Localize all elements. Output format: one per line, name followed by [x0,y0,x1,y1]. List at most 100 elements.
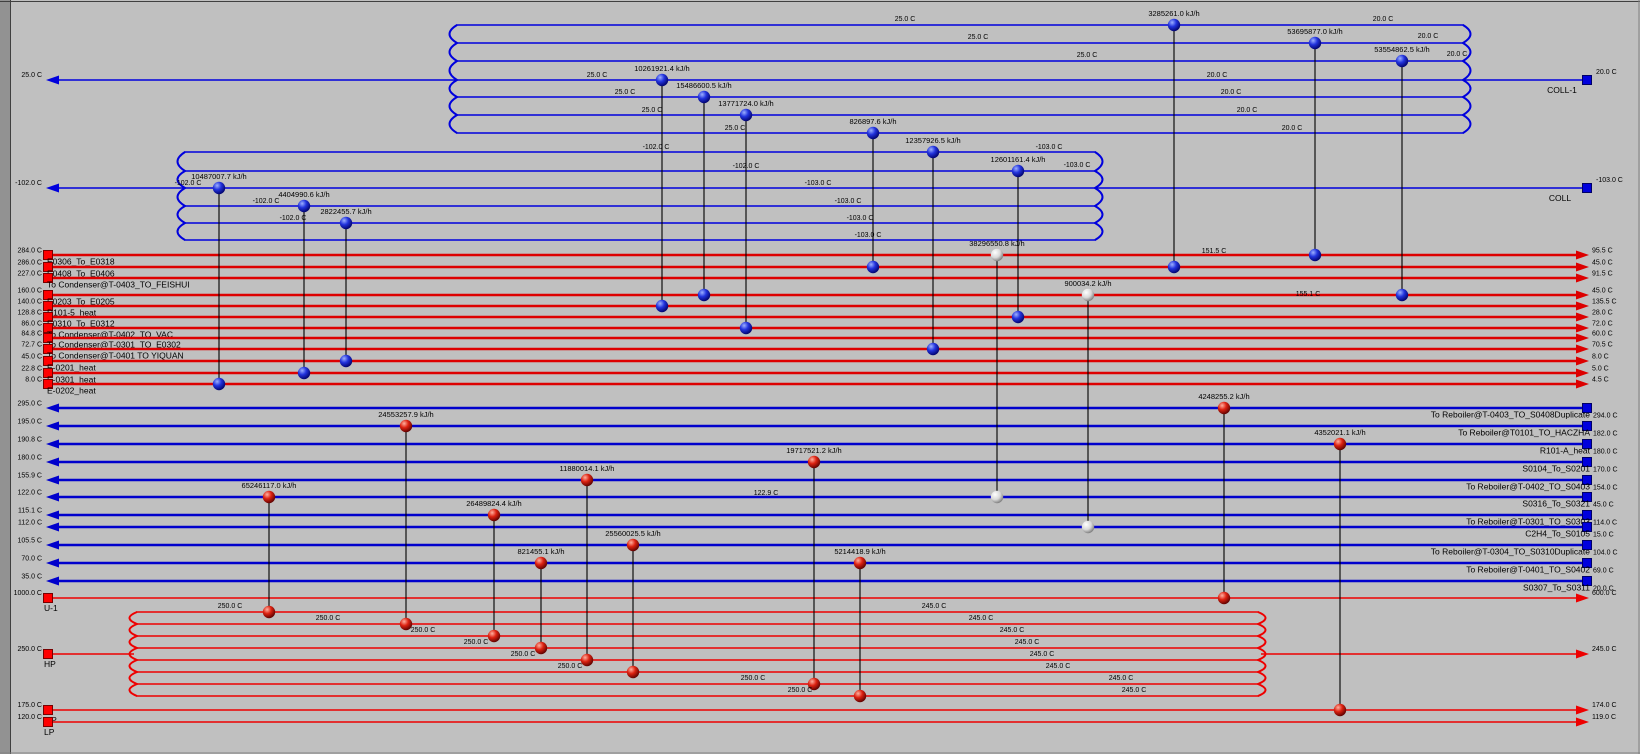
exchanger-node[interactable] [1011,164,1025,178]
hot-stream-label[interactable]: To Condenser@T-0402_TO_VAC [47,330,173,340]
exchanger-node[interactable] [926,145,940,159]
hot-stream-label[interactable]: E0203_To_E0205 [47,297,115,307]
exchanger-node[interactable] [580,653,594,667]
stream-end-node[interactable] [1582,492,1592,502]
exchanger-node[interactable] [339,354,353,368]
exchanger-node[interactable] [697,90,711,104]
cold-stream-label[interactable]: To Reboiler@T-0403_TO_S0408Duplicate [1431,410,1590,420]
stream-end-node[interactable] [43,250,53,260]
exchanger-node[interactable] [534,556,548,570]
stream-end-node[interactable] [1582,421,1592,431]
stream-end-node[interactable] [43,273,53,283]
cold-stream-label[interactable]: S0104_To_S0201 [1522,464,1590,474]
exchanger-node[interactable] [487,629,501,643]
stream-end-node[interactable] [43,593,53,603]
exchanger-node[interactable] [1308,248,1322,262]
stream-end-node[interactable] [1582,475,1592,485]
exchanger-node[interactable] [580,473,594,487]
stream-end-node[interactable] [1582,183,1592,193]
stream-end-node[interactable] [43,356,53,366]
hot-stream-label[interactable]: E-0202_heat [47,386,96,396]
exchanger-node[interactable] [626,665,640,679]
stream-end-node[interactable] [43,333,53,343]
hot-stream-label[interactable]: R101-5_heat [47,308,97,318]
exchanger-node[interactable] [1011,310,1025,324]
exchanger-node[interactable] [339,216,353,230]
exchanger-node[interactable] [655,299,669,313]
exchanger-node[interactable] [697,288,711,302]
exchanger-node[interactable] [866,260,880,274]
cold-stream-label[interactable]: To Reboiler@T-0402_TO_S0403 [1466,482,1590,492]
hot-stream-label[interactable]: E-0301_heat [47,375,96,385]
stream-end-node[interactable] [1582,558,1592,568]
exchanger-node[interactable] [399,617,413,631]
exchanger-node[interactable] [1167,18,1181,32]
exchanger-node[interactable] [807,677,821,691]
stream-end-node[interactable] [43,705,53,715]
cold-stream-label[interactable]: S0307_To_S0311 [1523,583,1590,593]
stream-end-node[interactable] [1582,576,1592,586]
stream-end-node[interactable] [1582,75,1592,85]
exchanger-node[interactable] [262,490,276,504]
hot-stream-label[interactable]: E-0201_heat [47,363,96,373]
hot-stream-label[interactable]: E0310_To_E0312 [47,319,115,329]
exchanger-node[interactable] [1333,703,1347,717]
hot-stream-label[interactable]: E0306_To_E0318 [47,257,115,267]
exchanger-node[interactable] [626,538,640,552]
stream-end-node[interactable] [1582,403,1592,413]
stream-end-node[interactable] [1582,457,1592,467]
exchanger-node[interactable] [1395,54,1409,68]
exchanger-node[interactable] [990,248,1004,262]
hot-stream-label[interactable]: To Condenser@T-0401 TO YIQUAN [47,351,184,361]
exchanger-node[interactable] [926,342,940,356]
utility-label-lp[interactable]: LP [44,727,55,737]
exchanger-node[interactable] [739,108,753,122]
exchanger-node[interactable] [212,377,226,391]
collector-label-coll[interactable]: COLL [1549,193,1571,203]
stream-end-node[interactable] [43,368,53,378]
exchanger-node[interactable] [212,181,226,195]
stream-end-node[interactable] [43,344,53,354]
exchanger-node[interactable] [297,199,311,213]
stream-end-node[interactable] [43,312,53,322]
exchanger-node[interactable] [487,508,501,522]
collector-label-coll-1[interactable]: COLL-1 [1547,85,1577,95]
stream-end-node[interactable] [43,290,53,300]
stream-end-node[interactable] [43,379,53,389]
hot-stream-label[interactable]: To Condenser@T-0301_TO_E0302 [47,340,181,350]
stream-end-node[interactable] [1582,540,1592,550]
hot-stream-label[interactable]: To Condenser@T-0403_TO_FEISHUI [47,280,190,290]
stream-end-node[interactable] [43,717,53,727]
cold-stream-label[interactable]: S0316_To_S0321 [1522,499,1590,509]
exchanger-node[interactable] [1217,591,1231,605]
cold-stream-label[interactable]: To Reboiler@T-0301_TO_S0303 [1466,517,1590,527]
exchanger-node[interactable] [853,689,867,703]
exchanger-node[interactable] [1395,288,1409,302]
exchanger-node[interactable] [853,556,867,570]
exchanger-node[interactable] [1217,401,1231,415]
exchanger-node[interactable] [399,419,413,433]
cold-stream-label[interactable]: To Reboiler@T-0401_TO_S0402 [1466,565,1590,575]
exchanger-node[interactable] [655,73,669,87]
cold-stream-label[interactable]: To Reboiler@T-0304_TO_S0310Duplicate [1431,547,1590,557]
cold-stream-label[interactable]: C2H4_To_S0105 [1525,529,1590,539]
exchanger-node[interactable] [866,126,880,140]
stream-end-node[interactable] [1582,439,1592,449]
exchanger-node[interactable] [807,455,821,469]
stream-end-node[interactable] [1582,522,1592,532]
stream-end-node[interactable] [43,301,53,311]
exchanger-node[interactable] [1333,437,1347,451]
exchanger-node[interactable] [262,605,276,619]
stream-end-node[interactable] [43,323,53,333]
utility-label-hp[interactable]: HP [44,659,56,669]
cold-stream-label[interactable]: To Reboiler@T0101_TO_HACZHA [1458,428,1590,438]
hot-stream-label[interactable]: E0408_To_E0406 [47,269,115,279]
stream-end-node[interactable] [43,262,53,272]
exchanger-node[interactable] [1167,260,1181,274]
exchanger-node[interactable] [1308,36,1322,50]
exchanger-node[interactable] [297,366,311,380]
exchanger-node[interactable] [739,321,753,335]
stream-end-node[interactable] [43,649,53,659]
utility-label-u-1[interactable]: U-1 [44,603,58,613]
